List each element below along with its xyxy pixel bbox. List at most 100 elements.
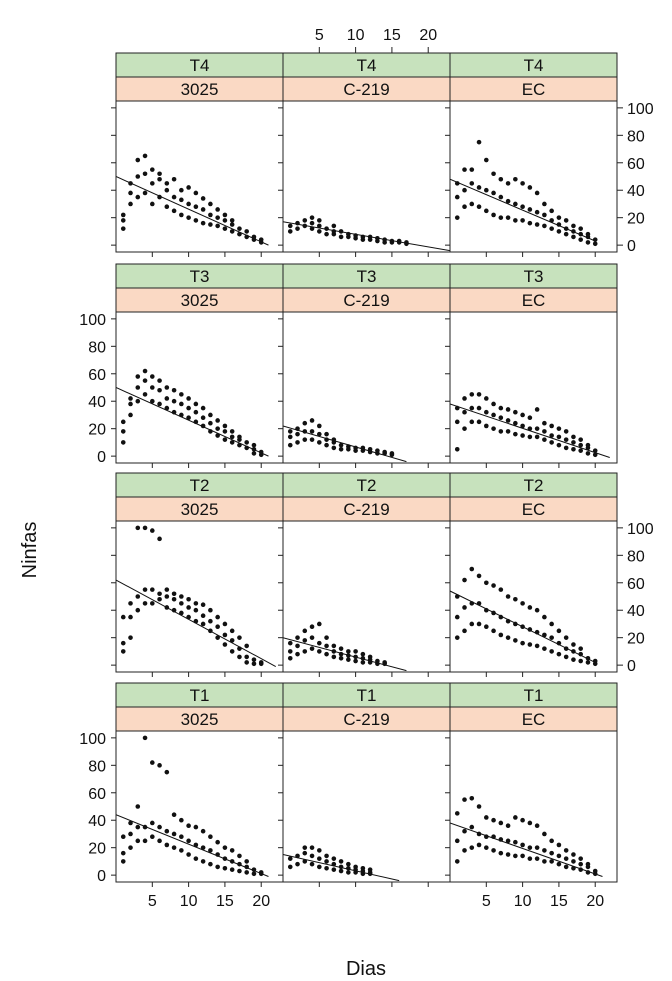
y-tick-label: 0	[97, 449, 106, 466]
data-point	[338, 655, 344, 661]
data-point	[505, 429, 511, 434]
data-point	[527, 605, 533, 610]
data-point	[120, 649, 126, 654]
data-point	[229, 628, 235, 634]
data-point	[302, 420, 308, 426]
data-point	[513, 176, 518, 182]
data-point	[389, 238, 395, 244]
data-point	[186, 596, 191, 602]
strip-variety-label: EC	[522, 710, 546, 729]
data-point	[542, 646, 547, 651]
data-point	[520, 817, 525, 823]
data-point	[505, 418, 511, 423]
data-point	[454, 635, 460, 640]
data-point	[484, 580, 489, 586]
x-tick-label: 10	[514, 893, 532, 910]
data-point	[251, 446, 257, 452]
data-point	[302, 223, 308, 229]
data-point	[346, 653, 351, 658]
data-point	[382, 237, 387, 242]
data-point	[360, 660, 366, 665]
x-axis-title: Dias	[346, 958, 386, 980]
data-point	[142, 525, 148, 531]
data-point	[128, 831, 133, 837]
panel-T2-EC: T2 EC	[445, 472, 618, 677]
data-point	[208, 412, 213, 418]
data-point	[208, 212, 213, 218]
data-point	[505, 181, 511, 186]
data-point	[549, 621, 554, 627]
data-point	[382, 449, 387, 455]
data-point	[157, 401, 162, 407]
data-point	[258, 870, 264, 875]
data-point	[484, 834, 489, 839]
data-point	[469, 392, 475, 397]
data-point	[534, 629, 540, 635]
data-point	[200, 845, 206, 850]
data-point	[592, 658, 598, 664]
y-tick-label: 100	[79, 312, 106, 329]
data-point	[135, 804, 141, 809]
data-point	[454, 838, 460, 844]
x-tick-label: 5	[148, 893, 157, 910]
data-point	[150, 834, 155, 839]
data-point	[251, 871, 257, 877]
data-point	[491, 190, 496, 196]
data-point	[309, 635, 315, 640]
y-tick-label: 40	[88, 394, 106, 411]
panel-frame	[449, 100, 618, 253]
strip-treatment	[449, 472, 618, 498]
panel-T4-C-219: T4 C-219	[278, 52, 451, 257]
data-point	[193, 842, 199, 848]
data-point	[542, 614, 547, 620]
data-point	[295, 635, 300, 640]
data-point	[469, 795, 475, 801]
y-tick-label: 80	[627, 128, 645, 145]
data-point	[309, 853, 315, 859]
data-point	[157, 378, 162, 383]
data-point	[258, 660, 264, 665]
strip-treatment-label: T2	[524, 476, 544, 495]
trend-line	[116, 176, 269, 246]
data-point	[578, 437, 583, 442]
data-point	[534, 222, 540, 227]
data-point	[215, 864, 220, 870]
data-point	[157, 536, 162, 542]
data-point	[375, 658, 380, 664]
data-point	[229, 649, 235, 654]
strip-treatment	[115, 52, 284, 78]
data-point	[208, 607, 213, 613]
data-point	[186, 614, 191, 620]
data-point	[527, 220, 533, 226]
trend-line	[450, 178, 596, 242]
x-tick-label: 5	[315, 27, 324, 44]
data-point	[222, 218, 228, 223]
panel-T1-EC: T1 EC	[445, 682, 618, 887]
panel-frame	[115, 520, 284, 673]
data-point	[164, 594, 170, 599]
panel-T3-EC: T3 EC	[445, 263, 618, 468]
data-point	[513, 638, 518, 643]
data-point	[556, 229, 562, 234]
data-point	[534, 426, 540, 431]
data-point	[150, 201, 155, 207]
data-point	[157, 591, 162, 597]
data-point	[120, 640, 126, 646]
data-point	[353, 445, 358, 451]
data-point	[549, 649, 554, 654]
data-point	[527, 426, 533, 431]
data-point	[476, 573, 482, 579]
data-point	[171, 591, 177, 597]
data-point	[150, 385, 155, 390]
data-point	[462, 605, 467, 610]
data-point	[585, 870, 591, 875]
data-point	[324, 431, 329, 437]
data-point	[498, 587, 504, 592]
data-point	[317, 864, 322, 870]
data-point	[317, 848, 322, 853]
data-point	[120, 859, 126, 864]
data-point	[237, 635, 242, 640]
data-point	[563, 864, 569, 870]
data-point	[157, 387, 162, 393]
data-point	[520, 601, 525, 606]
